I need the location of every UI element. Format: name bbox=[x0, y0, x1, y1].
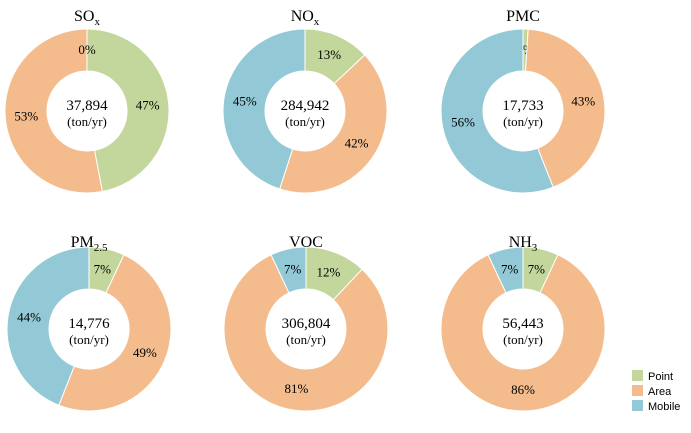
slice-area bbox=[223, 254, 389, 412]
donut-chart: 13% 42% 45% NOx 284,942(ton/yr) bbox=[222, 8, 388, 194]
center-total: 56,443 bbox=[502, 316, 543, 332]
percent-label-point: 12% bbox=[317, 264, 341, 279]
center-total: 284,942 bbox=[281, 98, 330, 114]
slice-area bbox=[279, 54, 388, 194]
slice-area bbox=[4, 28, 103, 194]
slice-mobile bbox=[222, 28, 306, 190]
chart-title: SOx bbox=[74, 8, 100, 28]
legend-swatch-mobile bbox=[632, 400, 643, 411]
center-total: 14,776 bbox=[68, 316, 110, 332]
legend-label-point: Point bbox=[648, 371, 673, 383]
donut-chart: 7% 86% 7% NH3 56,443(ton/yr) bbox=[440, 234, 606, 412]
percent-label-mobile: 45% bbox=[233, 93, 257, 108]
donut-chart: 47% 53% 0% SOx 37,894(ton/yr) bbox=[4, 8, 170, 194]
center-total: 17,733 bbox=[502, 98, 543, 114]
slice-area bbox=[58, 254, 172, 412]
legend: Point Area Mobile bbox=[632, 370, 680, 413]
slice-mobile bbox=[270, 246, 307, 294]
percent-label-point: 7% bbox=[528, 261, 546, 276]
slice-mobile bbox=[6, 246, 90, 406]
center-unit: (ton/yr) bbox=[286, 332, 326, 347]
percent-label-mobile: 0% bbox=[78, 42, 96, 57]
center-total: 37,894 bbox=[66, 98, 108, 114]
percent-label-point: 47% bbox=[136, 97, 160, 112]
legend-label-area: Area bbox=[648, 386, 672, 398]
percent-label-area: 49% bbox=[133, 345, 157, 360]
center-unit: (ton/yr) bbox=[69, 332, 109, 347]
slice-mobile bbox=[487, 246, 524, 294]
donut-chart: 12% 81% 7% VOC 306,804(ton/yr) bbox=[223, 234, 389, 412]
slice-area bbox=[524, 28, 606, 188]
donut-chart: 7% 49% 44% PM2.5 14,776(ton/yr) bbox=[6, 234, 172, 412]
chart-title: PMC bbox=[506, 8, 540, 25]
slice-point bbox=[86, 28, 170, 193]
percent-label-mobile: 44% bbox=[17, 310, 41, 325]
percent-label-area: 42% bbox=[345, 136, 369, 151]
slice-mobile bbox=[440, 28, 554, 194]
percent-label-area: 43% bbox=[571, 93, 595, 108]
percent-label-mobile: 7% bbox=[501, 261, 519, 276]
legend-label-mobile: Mobile bbox=[648, 401, 680, 413]
legend-swatch-point bbox=[632, 370, 643, 381]
chart-title: PM2.5 bbox=[71, 234, 108, 254]
chart-title: VOC bbox=[289, 234, 323, 251]
percent-label-mobile: 56% bbox=[451, 114, 475, 129]
center-unit: (ton/yr) bbox=[67, 114, 107, 129]
chart-title: NH3 bbox=[509, 234, 538, 254]
percent-label-mobile: 7% bbox=[284, 261, 302, 276]
percent-label-point: 13% bbox=[317, 47, 341, 62]
percent-label-area: 81% bbox=[285, 381, 309, 396]
percent-label-area: 53% bbox=[14, 109, 38, 124]
legend-swatch-area bbox=[632, 385, 643, 396]
center-unit: (ton/yr) bbox=[503, 114, 543, 129]
center-unit: (ton/yr) bbox=[285, 114, 325, 129]
center-unit: (ton/yr) bbox=[503, 332, 543, 347]
center-total: 306,804 bbox=[282, 316, 331, 332]
percent-label-area: 86% bbox=[511, 382, 535, 397]
percent-label-point: 7% bbox=[94, 261, 112, 276]
chart-title: NOx bbox=[291, 8, 320, 28]
slice-area bbox=[440, 254, 606, 412]
